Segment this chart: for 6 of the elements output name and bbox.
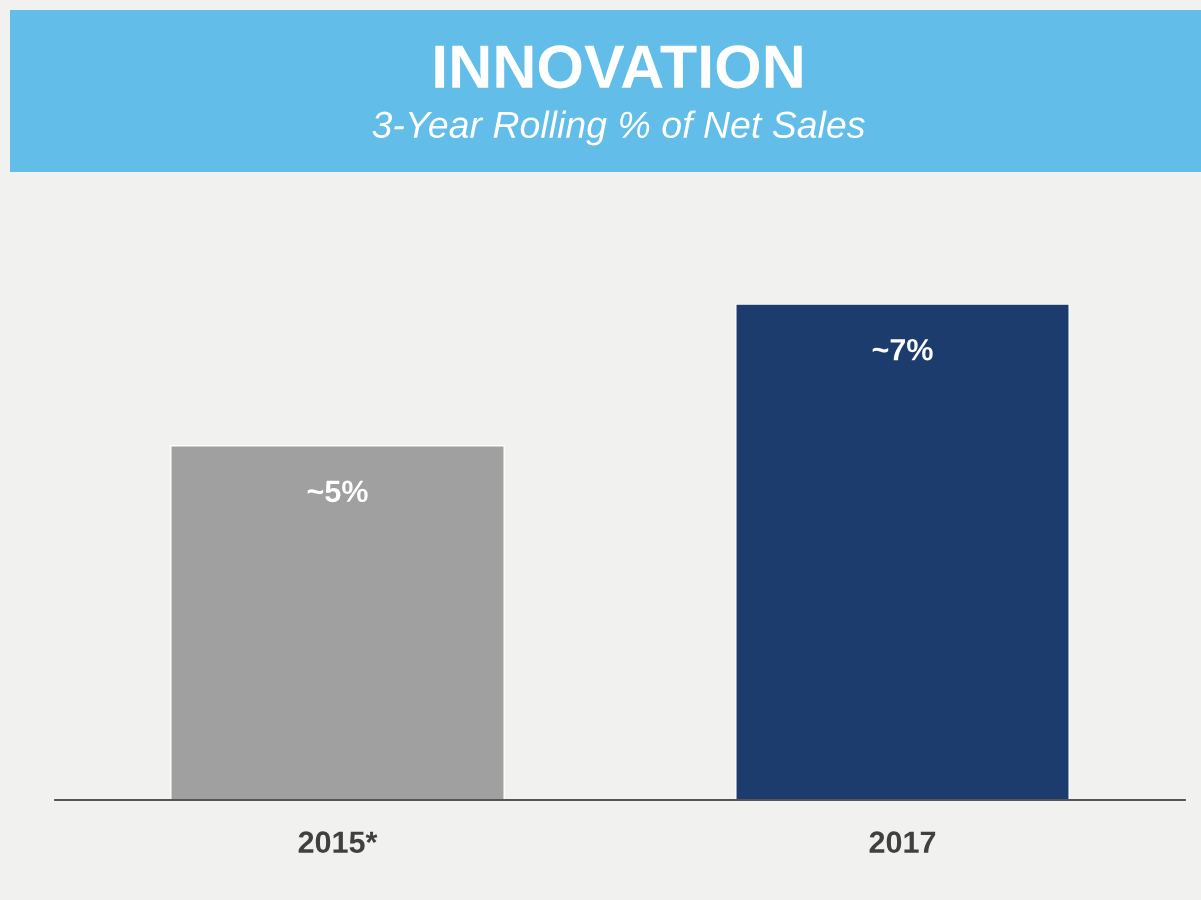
x-tick-label: 2017 <box>869 831 936 853</box>
data-label: ~5% <box>307 480 368 503</box>
chart-title: INNOVATION <box>435 45 802 89</box>
data-label: ~7% <box>872 338 933 361</box>
chart-subtitle: 3-Year Rolling % of Net Sales <box>372 110 865 146</box>
x-tick-label: 2015* <box>298 831 378 853</box>
